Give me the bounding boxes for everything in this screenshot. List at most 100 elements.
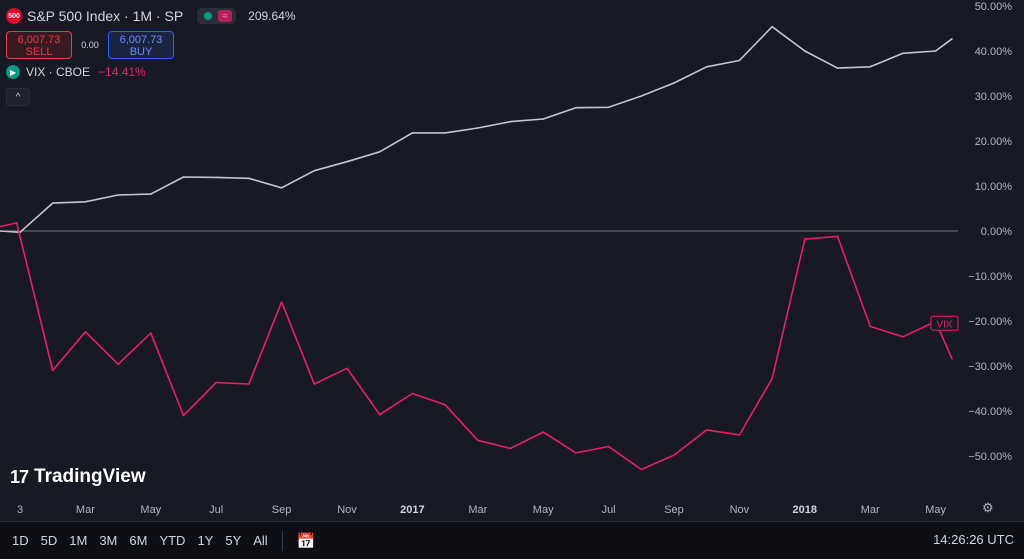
data-point — [869, 65, 871, 68]
clock[interactable]: 14:26:26 UTC — [933, 532, 1014, 547]
chart-area[interactable]: 50.00% 40.00% 30.00% 20.00% 10.00% 0.00% −10.0… — [0, 0, 1024, 520]
tv-logo-mark: 17 — [10, 466, 29, 487]
data-point — [607, 445, 610, 448]
y-tick-label: 0.00% — [981, 226, 1012, 238]
x-tick-label: May — [533, 504, 554, 516]
sell-price: 6,007.73 — [17, 34, 61, 46]
data-point — [607, 106, 610, 109]
tv-logo-name: TradingView — [34, 466, 146, 487]
data-point — [248, 177, 250, 180]
toolbar-divider — [281, 530, 283, 551]
data-point — [150, 332, 152, 334]
market-status-pill[interactable]: ≈ — [197, 8, 237, 24]
data-point — [542, 118, 544, 120]
data-point — [182, 414, 185, 417]
data-point — [902, 335, 904, 338]
compare-symbol[interactable]: VIX · CBOE — [26, 65, 91, 79]
legend: 500 S&P 500 Index · 1M · SP ≈ 209.64% 6,… — [6, 6, 296, 106]
series-line-vix — [0, 222, 953, 471]
data-point — [150, 193, 152, 195]
y-tick-label: 40.00% — [975, 46, 1013, 58]
y-tick-label: −50.00% — [968, 451, 1012, 463]
timeframe-1y[interactable]: 1Y — [197, 533, 214, 548]
y-tick-label: −10.00% — [968, 271, 1012, 283]
data-point — [444, 132, 446, 134]
x-tick-label: Mar — [861, 504, 880, 516]
symbol-change: 209.64% — [248, 9, 296, 23]
data-point — [411, 392, 414, 395]
buy-label: BUY — [129, 46, 153, 58]
x-tick-label: Jul — [602, 504, 616, 516]
data-point — [182, 176, 185, 178]
y-tick-label: 10.00% — [975, 181, 1013, 193]
data-point — [0, 225, 2, 228]
data-point — [771, 377, 773, 380]
timeframe-6m[interactable]: 6M — [129, 533, 148, 548]
timeframe-1d[interactable]: 1D — [12, 533, 29, 548]
timeframe-5y[interactable]: 5Y — [225, 533, 242, 548]
chart-svg[interactable]: 50.00% 40.00% 30.00% 20.00% 10.00% 0.00% −10.0… — [0, 0, 1024, 520]
data-point — [640, 95, 643, 97]
x-tick-label: Sep — [272, 504, 292, 516]
sell-button[interactable]: 6,007.73 SELL — [6, 31, 72, 59]
y-tick-label: −20.00% — [968, 316, 1012, 328]
data-point — [934, 50, 937, 52]
data-point — [215, 381, 217, 384]
data-point — [575, 106, 577, 109]
chevron-up-icon[interactable]: ^ — [6, 88, 30, 106]
data-point — [673, 82, 675, 84]
data-point — [509, 447, 512, 450]
data-point — [280, 187, 283, 189]
data-point — [346, 367, 348, 370]
data-point — [15, 222, 18, 224]
vix-tag-box — [930, 315, 959, 331]
data-point — [869, 325, 871, 328]
symbol-title[interactable]: S&P 500 Index · 1M · SP — [27, 8, 184, 24]
compare-arrow-icon: ▶ — [6, 65, 20, 79]
data-point — [705, 429, 708, 431]
data-point — [804, 50, 806, 52]
x-tick-label: Nov — [337, 504, 357, 516]
data-point — [51, 369, 54, 372]
data-point — [84, 200, 87, 203]
data-point — [51, 202, 54, 204]
data-point — [411, 132, 414, 134]
data-point — [346, 160, 348, 163]
timeframe-3m[interactable]: 3M — [99, 533, 118, 548]
x-tick-label: 3 — [17, 504, 23, 516]
x-tick-label: 2018 — [793, 504, 817, 516]
x-tick-label: May — [140, 504, 161, 516]
calendar-goto-icon[interactable]: 📅 — [296, 532, 316, 550]
data-point — [117, 194, 119, 196]
timeframe-5d[interactable]: 5D — [40, 533, 58, 548]
gear-icon[interactable]: ⚙ — [982, 500, 994, 515]
data-point — [84, 331, 87, 333]
tradingview-logo: 17 TradingView — [10, 466, 146, 488]
x-tick-label: Mar — [76, 504, 95, 516]
x-tick-label: Nov — [730, 504, 750, 516]
data-point — [673, 454, 675, 456]
data-point — [117, 363, 119, 366]
y-tick-label: −40.00% — [968, 406, 1012, 418]
data-point — [378, 413, 381, 416]
x-tick-label: Jul — [209, 504, 223, 516]
symbol-logo: 500 — [6, 8, 22, 24]
data-point — [248, 383, 250, 385]
data-point — [640, 468, 643, 471]
data-point — [771, 25, 773, 28]
timeframe-ytd[interactable]: YTD — [159, 533, 186, 548]
buy-button[interactable]: 6,007.73 BUY — [108, 31, 174, 59]
data-point — [738, 434, 741, 436]
x-tick-label: 2017 — [400, 504, 424, 516]
bottom-toolbar: 1D 5D 1M 3M 6M YTD 1Y 5Y All 📅 14:26:26 … — [0, 521, 1024, 559]
compare-change: −14.41% — [98, 65, 146, 79]
data-point — [477, 127, 479, 129]
data-point — [215, 176, 217, 179]
timeframe-1m[interactable]: 1M — [69, 533, 88, 548]
data-point — [705, 65, 708, 68]
data-point — [836, 67, 839, 69]
data-point — [313, 169, 316, 172]
data-point — [804, 238, 806, 240]
x-tick-label: Sep — [664, 504, 684, 516]
timeframe-all[interactable]: All — [253, 533, 268, 548]
